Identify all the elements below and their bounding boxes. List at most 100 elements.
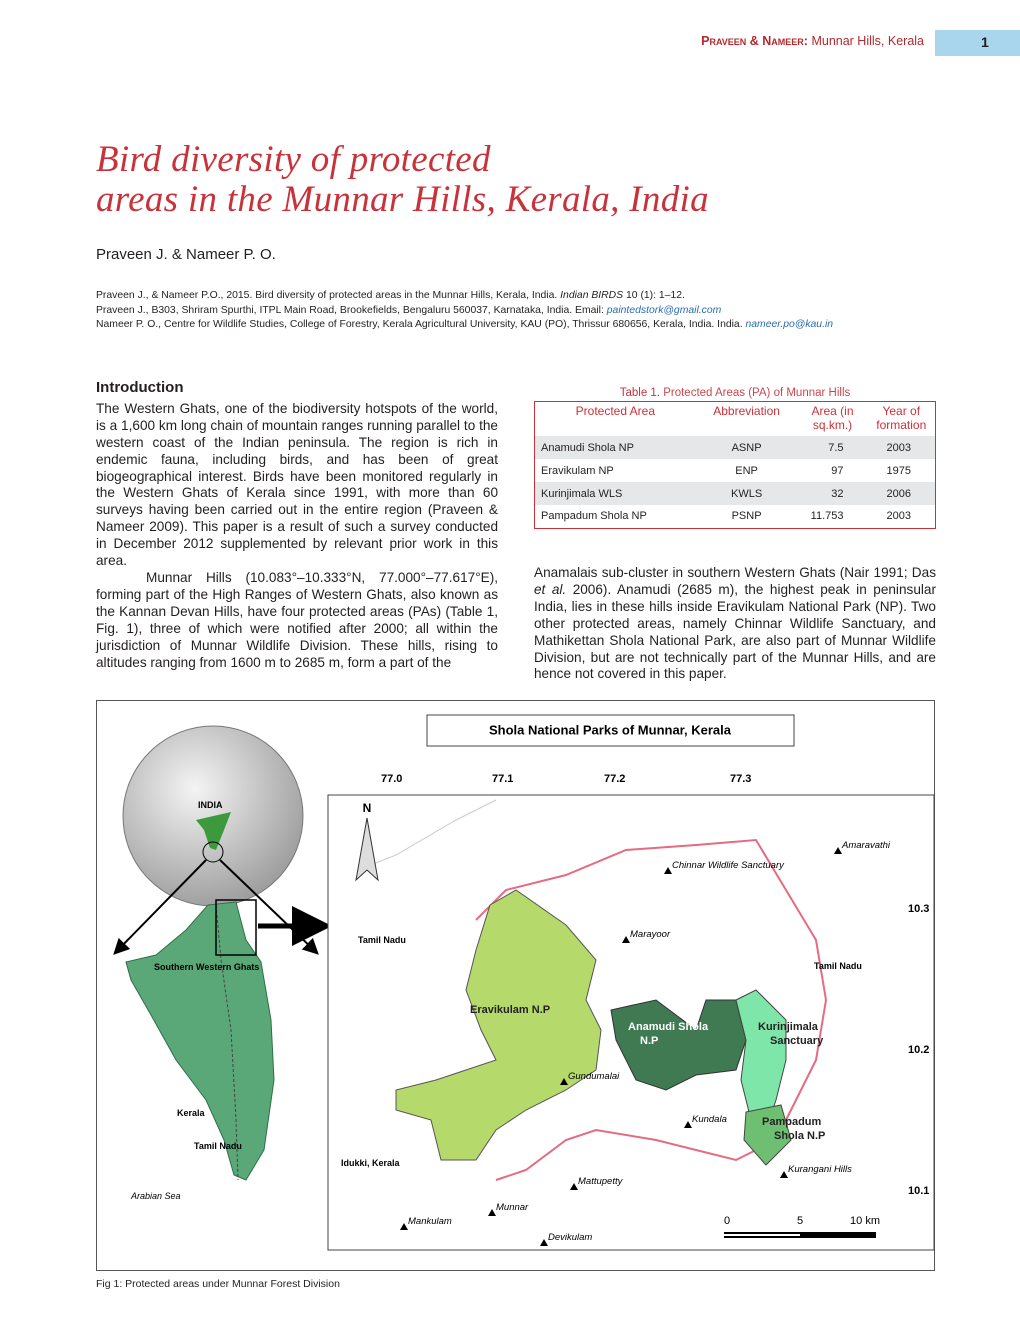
email[interactable]: nameer.po@kau.in: [745, 319, 834, 330]
citation-block: Praveen J., & Nameer P.O., 2015. Bird di…: [96, 289, 926, 333]
place-marker: [540, 1239, 548, 1246]
running-authors: Praveen & Nameer:: [701, 34, 808, 48]
table-cell: 2003: [867, 436, 936, 459]
table-cell: Pampadum Shola NP: [541, 510, 647, 523]
western-ghats-shape: [125, 901, 275, 1181]
scale-bar: [724, 1234, 800, 1236]
park-label: Pampadum: [762, 1116, 822, 1128]
north-label: N: [363, 801, 372, 815]
place-label: Devikulam: [548, 1232, 592, 1243]
latitude-label: 10.1: [908, 1185, 929, 1197]
journal: Indian BIRDS: [560, 290, 624, 301]
park-label: N.P: [640, 1035, 658, 1047]
locator-circle: [202, 841, 224, 863]
column-header: Area (in sq.km.): [811, 404, 854, 432]
place-marker: [664, 867, 672, 874]
table-cell: 1975: [886, 464, 911, 477]
place-label: Kundala: [692, 1114, 727, 1125]
inset-label: Tamil Nadu: [194, 1141, 242, 1151]
inset-box: [215, 899, 257, 956]
boundary: [475, 838, 828, 1181]
page-number: 1: [935, 30, 1020, 56]
longitude-label: 77.1: [492, 773, 513, 785]
volume: 10 (1): 1–12.: [626, 290, 685, 301]
title-line: Bird diversity of protected: [96, 139, 491, 180]
park-label: Shola N.P: [774, 1130, 825, 1142]
affiliation: Nameer P. O., Centre for Wildlife Studie…: [96, 318, 926, 333]
inset-label: Arabian Sea: [130, 1191, 181, 1201]
table-caption: Table 1. Protected Areas (PA) of Munnar …: [534, 381, 936, 401]
place-label: Mattupetty: [578, 1176, 624, 1187]
india-shape: [196, 812, 231, 850]
park-label: Sanctuary: [770, 1035, 824, 1047]
state-border: [215, 904, 239, 1181]
inset-label: INDIA: [198, 800, 223, 810]
table-cell: PSNP: [731, 510, 762, 523]
figure-caption: Fig 1: Protected areas under Munnar Fore…: [96, 1278, 340, 1290]
place-label: Kurangani Hills: [788, 1164, 852, 1175]
globe: [122, 725, 304, 907]
north-arrow: [355, 817, 379, 882]
table-row: Anamudi Shola NP ASNP 7.5 2003: [534, 436, 936, 459]
place-marker: [622, 936, 630, 943]
place-marker: [684, 1121, 692, 1128]
table-cell: Eravikulam NP: [541, 464, 614, 477]
table-cell: 2006: [867, 482, 936, 505]
table-cell: 7.5: [797, 436, 868, 459]
inset-label: Kerala: [177, 1108, 206, 1118]
affiliation-text: Praveen J., B303, Shriram Spurthi, ITPL …: [96, 304, 604, 316]
scale-label: 10 km: [850, 1215, 880, 1227]
place-label: Gundumalai: [568, 1071, 620, 1082]
authors: Praveen J. & Nameer P. O.: [96, 246, 276, 263]
header-row: Protected Area Abbreviation Area (in sq.…: [535, 402, 936, 437]
table-cell: Anamudi Shola NP: [534, 436, 696, 459]
column-header: Year of formation: [876, 404, 927, 432]
longitude-label: 77.0: [381, 773, 402, 785]
eravikulam-shape: [395, 889, 602, 1161]
longitude-label: 77.3: [730, 773, 751, 785]
park-label: Anamudi Shola: [628, 1021, 709, 1033]
text: 2006). Anamudi (2685 m), the highest pea…: [534, 581, 936, 682]
title-line: areas in the Munnar Hills, Kerala, India: [96, 179, 709, 220]
place-label: Munnar: [496, 1202, 529, 1213]
table-cell: 97: [831, 464, 844, 477]
table-row: Kurinjimala WLS KWLS 32 2006: [534, 482, 936, 505]
table-row: Pampadum Shola NP PSNP 11.753 2003: [535, 505, 936, 528]
table-label: Table 1.: [619, 387, 660, 399]
pampadum-shape: [743, 1104, 792, 1166]
table-cell: KWLS: [695, 482, 798, 505]
paragraph: The Western Ghats, one of the biodiversi…: [96, 400, 498, 569]
table-caption-text: Protected Areas (PA) of Munnar Hills: [663, 387, 851, 399]
place-marker: [400, 1223, 408, 1230]
latitude-label: 10.2: [908, 1044, 929, 1056]
region-label: Idukki, Kerala: [341, 1158, 401, 1168]
place-label: Chinnar Wildlife Sanctuary: [672, 860, 785, 871]
column-header: Abbreviation: [713, 404, 780, 418]
place-marker: [780, 1171, 788, 1178]
section-heading: Introduction: [96, 379, 184, 396]
park-label: Eravikulam N.P: [470, 1004, 550, 1016]
citation-text: Praveen J., & Nameer P.O., 2015. Bird di…: [96, 290, 558, 301]
inset-label: Southern Western Ghats: [154, 962, 259, 972]
text-italic: et al.: [534, 581, 567, 597]
table: Table 1. Protected Areas (PA) of Munnar …: [534, 381, 936, 529]
email[interactable]: paintedstork@gmail.com: [606, 304, 722, 316]
place-marker: [834, 847, 842, 854]
map-line: [357, 799, 497, 871]
table-body: Anamudi Shola NP ASNP 7.5 2003 Eravikulam NP…: [534, 436, 936, 528]
anamudi-shape: [610, 999, 747, 1091]
running-title: Munnar Hills, Kerala: [811, 34, 924, 48]
place-label: Amaravathi: [841, 840, 891, 851]
region-label: Tamil Nadu: [358, 935, 406, 945]
place-label: Marayoor: [630, 929, 671, 940]
affiliation: Praveen J., B303, Shriram Spurthi, ITPL …: [96, 304, 926, 319]
left-column: Introduction The Western Ghats, one of t…: [96, 379, 498, 671]
map-title-box: [426, 714, 795, 747]
arrow: [113, 859, 207, 955]
affiliation-text: Nameer P. O., Centre for Wildlife Studie…: [96, 319, 743, 330]
longitude-label: 77.2: [604, 773, 625, 785]
article-title: Bird diversity of protected areas in the …: [96, 140, 709, 220]
table-cell: 32: [797, 482, 868, 505]
